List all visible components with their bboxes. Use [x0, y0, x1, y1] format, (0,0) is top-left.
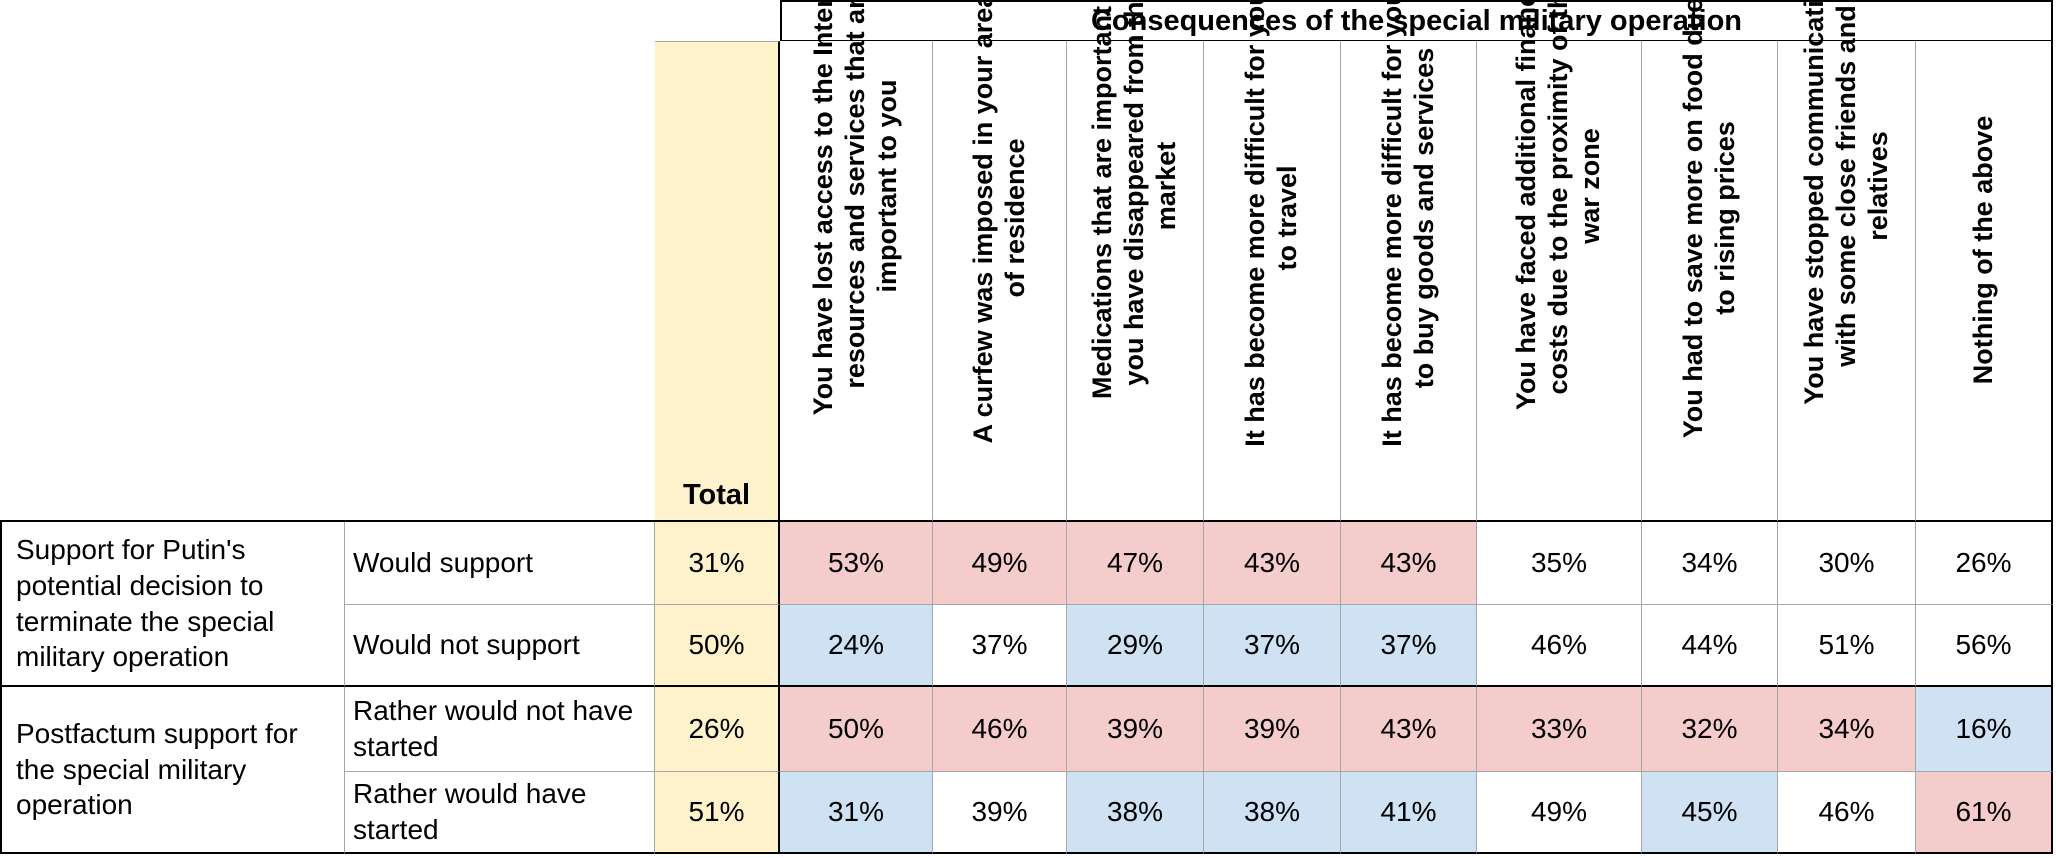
column-header-goods-services: It has become more difficult for you to …	[1341, 0, 1477, 522]
total-cell: 51%	[655, 772, 780, 854]
data-cell: 50%	[780, 687, 933, 772]
data-cell: 45%	[1642, 772, 1778, 854]
data-cell: 32%	[1642, 687, 1778, 772]
data-cell: 46%	[1477, 605, 1642, 687]
group-label-postfactum-support: Postfactum support for the special milit…	[0, 687, 345, 854]
data-cell: 43%	[1341, 687, 1477, 772]
corner-blank	[0, 0, 780, 41]
total-header: Total	[655, 41, 780, 522]
data-cell: 26%	[1916, 522, 2053, 605]
column-header-save-food: You had to save more on food due to risi…	[1642, 0, 1778, 522]
data-cell: 37%	[933, 605, 1067, 687]
group-label-putin-decision: Support for Putin's potential decision t…	[0, 522, 345, 687]
data-cell: 46%	[1778, 772, 1916, 854]
data-cell: 44%	[1642, 605, 1778, 687]
data-cell: 37%	[1341, 605, 1477, 687]
data-cell: 37%	[1204, 605, 1341, 687]
data-cell: 39%	[933, 772, 1067, 854]
data-cell: 46%	[933, 687, 1067, 772]
data-cell: 51%	[1778, 605, 1916, 687]
data-cell: 43%	[1341, 522, 1477, 605]
data-cell: 31%	[780, 772, 933, 854]
header-blank	[0, 41, 655, 522]
row-label-would-not-support: Would not support	[345, 605, 655, 687]
data-cell: 35%	[1477, 522, 1642, 605]
data-cell: 56%	[1916, 605, 2053, 687]
data-cell: 24%	[780, 605, 933, 687]
super-header: Consequences of the special military ope…	[780, 0, 2053, 41]
row-label-rather-would-not-have-started: Rather would not have started	[345, 687, 655, 772]
total-cell: 31%	[655, 522, 780, 605]
data-cell: 30%	[1778, 522, 1916, 605]
column-header-stopped-communicating: You have stopped communicating with some…	[1778, 0, 1916, 522]
data-cell: 39%	[1204, 687, 1341, 772]
column-header-internet: You have lost access to the Internet res…	[780, 0, 933, 522]
row-label-would-support: Would support	[345, 522, 655, 605]
data-cell: 34%	[1642, 522, 1778, 605]
total-cell: 26%	[655, 687, 780, 772]
column-header-nothing: Nothing of the above	[1916, 41, 2053, 522]
data-cell: 33%	[1477, 687, 1642, 772]
data-cell: 49%	[1477, 772, 1642, 854]
data-cell: 41%	[1341, 772, 1477, 854]
column-header-medications: Medications that are important to you ha…	[1067, 0, 1204, 522]
data-cell: 43%	[1204, 522, 1341, 605]
data-cell: 39%	[1067, 687, 1204, 772]
column-header-curfew: A curfew was imposed in your area of res…	[933, 0, 1067, 522]
data-cell: 49%	[933, 522, 1067, 605]
data-cell: 16%	[1916, 687, 2053, 772]
data-cell: 38%	[1067, 772, 1204, 854]
column-header-financial-costs: You have faced additional financial cost…	[1477, 0, 1642, 522]
row-label-rather-would-have-started: Rather would have started	[345, 772, 655, 854]
total-cell: 50%	[655, 605, 780, 687]
data-cell: 29%	[1067, 605, 1204, 687]
data-cell: 53%	[780, 522, 933, 605]
data-cell: 34%	[1778, 687, 1916, 772]
data-cell: 38%	[1204, 772, 1341, 854]
data-cell: 61%	[1916, 772, 2053, 854]
column-header-travel: It has become more difficult for you to …	[1204, 0, 1341, 522]
data-cell: 47%	[1067, 522, 1204, 605]
